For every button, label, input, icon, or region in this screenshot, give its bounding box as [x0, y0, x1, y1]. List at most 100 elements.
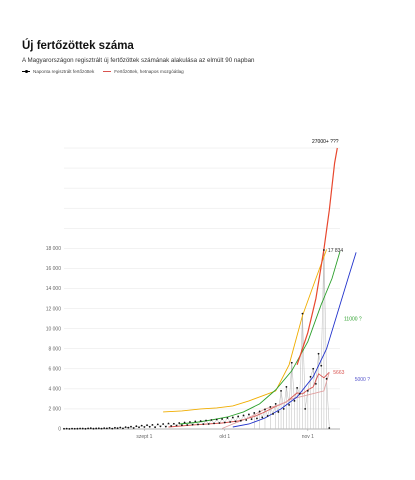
daily-point: [304, 408, 307, 410]
daily-point: [111, 427, 114, 430]
series-line-4: [232, 252, 357, 428]
daily-point: [124, 426, 127, 428]
daily-point: [197, 423, 199, 426]
daily-point: [116, 427, 119, 430]
daily-connector: [267, 406, 271, 417]
daily-point: [122, 427, 124, 430]
daily-point: [71, 427, 73, 430]
daily-connector: [262, 409, 266, 418]
daily-point: [143, 426, 146, 428]
daily-point: [234, 420, 237, 423]
daily-point: [256, 417, 258, 420]
y-tick-label: 4 000: [48, 387, 61, 393]
y-tick-label: 6 000: [48, 366, 61, 372]
y-axis-ticks: 0 2 000 4 000 6 000 8 000 10 000 12 000 14 000 1…: [46, 246, 62, 433]
daily-point: [223, 421, 226, 424]
daily-point: [298, 392, 301, 395]
daily-point: [215, 418, 218, 421]
daily-point: [100, 427, 103, 430]
daily-point: [258, 410, 261, 413]
daily-point: [253, 412, 256, 414]
annotation-label: 11000 ?: [344, 317, 362, 323]
daily-connector: [280, 390, 284, 409]
chart-subtitle: A Magyarországon regisztrált új fertőzöt…: [22, 57, 255, 64]
daily-point: [151, 423, 154, 426]
annotation-label: 5663: [333, 370, 344, 376]
y-tick-label: 0: [58, 427, 61, 433]
annotation-label: 5000 ?: [355, 377, 371, 383]
daily-point: [170, 425, 173, 427]
daily-point: [65, 427, 68, 430]
daily-point: [205, 419, 207, 422]
legend-label-average: Fertőzöttek, hetnapos mozgóátlag: [114, 69, 184, 74]
y-tick-label: 2 000: [48, 407, 61, 413]
daily-connector: [278, 390, 282, 412]
daily-point: [293, 400, 296, 402]
daily-point: [114, 426, 116, 429]
daily-point: [210, 419, 213, 421]
daily-connector: [304, 390, 309, 409]
daily-point: [231, 416, 234, 419]
grid-lines: [64, 147, 340, 430]
daily-point: [87, 427, 90, 430]
daily-point: [175, 424, 178, 427]
daily-point: [207, 423, 210, 425]
daily-point: [272, 413, 274, 415]
daily-point: [178, 422, 181, 424]
daily-point: [105, 427, 108, 430]
daily-point: [191, 423, 194, 426]
y-tick-label: 16 000: [46, 266, 62, 272]
daily-point: [172, 422, 175, 425]
daily-connector: [283, 386, 287, 409]
legend-item-average[interactable]: Fertőzöttek, hetnapos mozgóátlag: [103, 69, 184, 74]
daily-point: [92, 427, 95, 430]
daily-connector: [270, 406, 274, 415]
daily-point: [277, 411, 280, 413]
daily-point: [76, 427, 79, 430]
daily-point: [89, 427, 92, 430]
annotation-label: 27000+ ???: [312, 139, 339, 145]
daily-point: [194, 420, 197, 423]
daily-point: [162, 423, 165, 425]
daily-point: [146, 424, 148, 427]
daily-connector: [251, 412, 255, 420]
x-axis-ticks: szept 1 okt 1 nov 1: [136, 429, 314, 440]
daily-point: [130, 425, 132, 428]
daily-connector: [286, 386, 290, 405]
daily-point: [181, 424, 183, 427]
daily-connector: [288, 362, 292, 405]
legend-dots-swatch: [22, 70, 30, 74]
x-tick-label: szept 1: [136, 434, 152, 440]
daily-point: [68, 427, 71, 430]
daily-point: [183, 421, 186, 424]
daily-point: [266, 415, 269, 417]
x-tick-label: nov 1: [302, 434, 314, 440]
series-line-1: [163, 249, 328, 413]
legend-label-daily: Naponta regisztrált fertőzöttek: [33, 69, 95, 74]
daily-point: [290, 361, 293, 364]
daily-connector: [318, 353, 322, 366]
daily-point: [226, 417, 229, 419]
legend-item-daily[interactable]: Naponta regisztrált fertőzöttek: [22, 69, 94, 74]
daily-point: [306, 389, 309, 392]
series-lines: [163, 147, 357, 429]
x-tick-label: okt 1: [219, 434, 230, 440]
daily-connector: [323, 250, 327, 379]
daily-point: [119, 426, 122, 429]
daily-point: [247, 413, 250, 416]
legend-line-swatch: [103, 70, 112, 73]
daily-point: [245, 419, 248, 421]
daily-point: [108, 426, 111, 429]
daily-point: [135, 425, 138, 428]
y-tick-label: 12 000: [46, 306, 62, 312]
daily-point: [167, 422, 170, 425]
daily-point: [140, 424, 143, 427]
daily-point: [282, 408, 285, 410]
daily-point: [296, 386, 299, 389]
daily-point: [274, 403, 277, 405]
daily-point: [84, 427, 87, 430]
daily-point: [103, 427, 106, 429]
daily-points: [63, 249, 331, 430]
daily-point: [237, 415, 240, 418]
